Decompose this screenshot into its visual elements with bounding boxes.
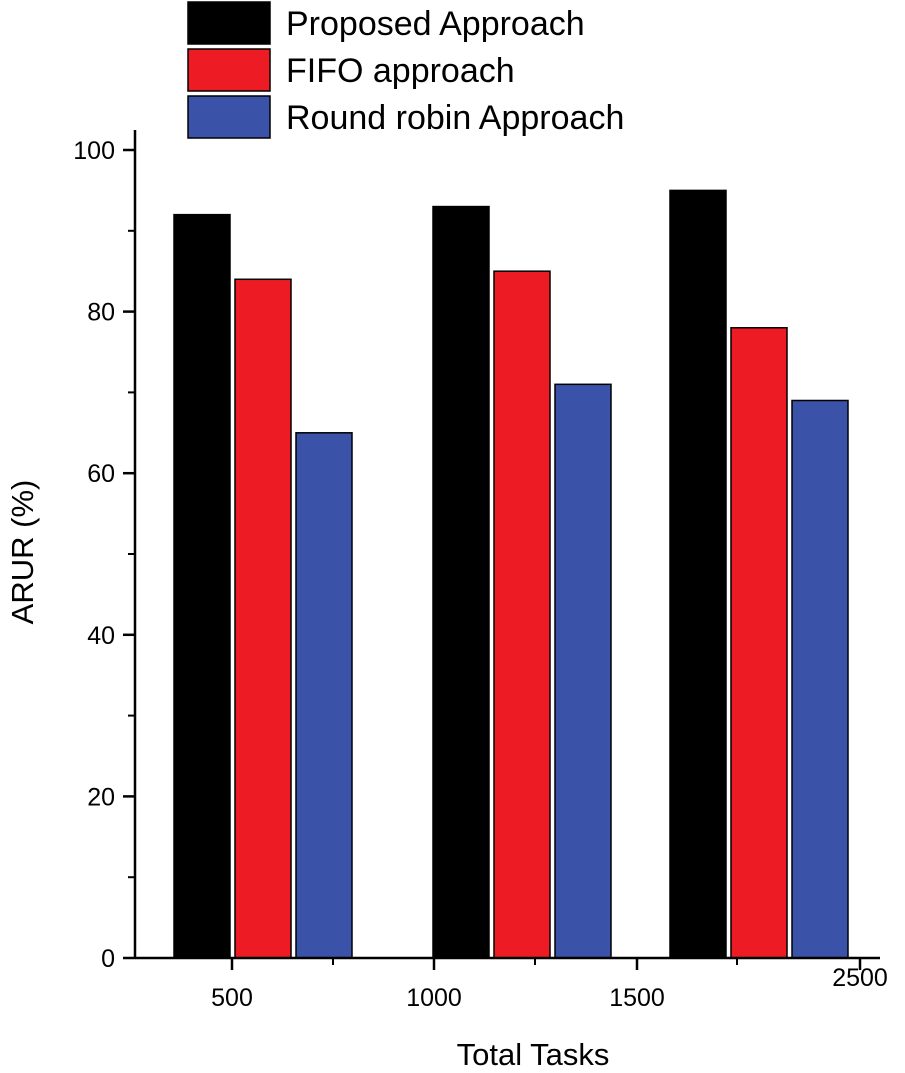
legend-swatch <box>187 48 271 92</box>
legend: Proposed Approach FIFO approach Round robi… <box>187 1 624 139</box>
bar <box>791 399 849 959</box>
bar <box>669 189 727 959</box>
bar <box>554 383 612 959</box>
x-tick-label: 2500 <box>832 964 888 992</box>
x-tick-label: 1500 <box>609 984 665 1012</box>
bar <box>295 432 353 959</box>
bars <box>173 189 849 959</box>
y-tick-label: 20 <box>87 783 115 811</box>
x-ticks: 500 1000 1500 2500 <box>211 958 888 1012</box>
x-tick-label: 1000 <box>406 984 462 1012</box>
legend-label: FIFO approach <box>286 52 515 90</box>
x-axis-title: Total Tasks <box>457 1037 610 1072</box>
y-axis-title: ARUR (%) <box>5 480 40 625</box>
bar <box>173 213 231 959</box>
bar <box>432 205 490 959</box>
legend-swatch <box>187 1 271 45</box>
bar <box>234 278 292 959</box>
bar <box>493 270 551 959</box>
bar <box>730 327 788 959</box>
y-tick-label: 0 <box>101 945 115 973</box>
y-tick-label: 80 <box>87 299 115 327</box>
y-ticks: 0 20 40 60 80 100 <box>73 137 135 973</box>
y-tick-label: 60 <box>87 460 115 488</box>
x-tick-label: 500 <box>211 984 253 1012</box>
y-tick-label: 40 <box>87 622 115 650</box>
axes <box>133 130 880 960</box>
y-tick-label: 100 <box>73 137 115 165</box>
legend-label: Round robin Approach <box>286 99 624 137</box>
legend-label: Proposed Approach <box>286 5 585 43</box>
legend-swatch <box>187 95 271 139</box>
